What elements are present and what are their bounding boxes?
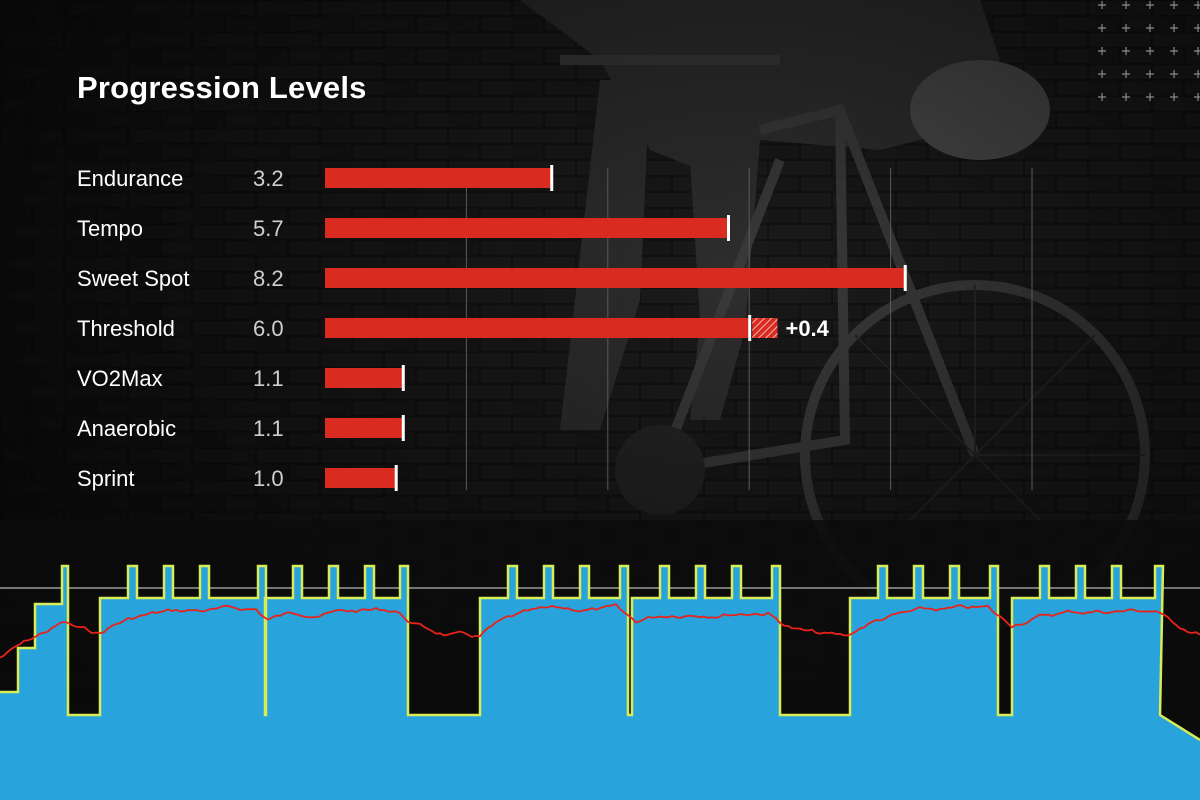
category-label: VO2Max bbox=[77, 366, 163, 391]
plus-mark bbox=[1170, 93, 1178, 101]
value-label: 5.7 bbox=[253, 216, 284, 241]
workout-area-fill bbox=[0, 566, 1200, 800]
bar-row: Tempo 5.7 bbox=[77, 215, 730, 241]
bar-end-marker bbox=[903, 265, 907, 291]
plus-mark bbox=[1098, 1, 1106, 9]
category-label: Tempo bbox=[77, 216, 143, 241]
bar-row: Endurance 3.2 bbox=[77, 165, 554, 191]
category-label: Sprint bbox=[77, 466, 134, 491]
plus-mark bbox=[1122, 70, 1130, 78]
plus-mark bbox=[1170, 24, 1178, 32]
plus-mark bbox=[1098, 93, 1106, 101]
target-power-outline bbox=[0, 564, 1200, 742]
plus-mark bbox=[1170, 47, 1178, 55]
plus-mark bbox=[1098, 24, 1106, 32]
bar-row: VO2Max 1.1 bbox=[77, 365, 405, 391]
plus-mark bbox=[1098, 47, 1106, 55]
value-label: 1.1 bbox=[253, 416, 284, 441]
plus-mark bbox=[1194, 47, 1200, 55]
bar bbox=[325, 468, 396, 488]
plus-mark bbox=[1194, 1, 1200, 9]
value-label: 6.0 bbox=[253, 316, 284, 341]
category-label: Sweet Spot bbox=[77, 266, 190, 291]
progression-levels-chart: Endurance 3.2 Tempo 5.7 Sweet Spot 8.2 Thresho… bbox=[77, 165, 1033, 491]
plus-mark bbox=[1098, 70, 1106, 78]
bar-end-marker bbox=[726, 215, 730, 241]
bar-end-marker bbox=[550, 165, 554, 191]
value-label: 3.2 bbox=[253, 166, 284, 191]
plus-mark bbox=[1146, 70, 1154, 78]
bar bbox=[325, 268, 905, 288]
category-label: Anaerobic bbox=[77, 416, 176, 441]
plus-mark bbox=[1170, 1, 1178, 9]
bar bbox=[325, 318, 750, 338]
plus-mark bbox=[1146, 24, 1154, 32]
bar bbox=[325, 218, 728, 238]
plus-mark bbox=[1194, 93, 1200, 101]
plus-mark bbox=[1122, 93, 1130, 101]
category-label: Endurance bbox=[77, 166, 183, 191]
plus-mark bbox=[1146, 93, 1154, 101]
bar-row: Threshold 6.0 +0.4 bbox=[77, 315, 830, 341]
plus-mark bbox=[1122, 1, 1130, 9]
value-label: 1.0 bbox=[253, 466, 284, 491]
bar-end-marker bbox=[394, 465, 398, 491]
category-label: Threshold bbox=[77, 316, 175, 341]
value-label: 8.2 bbox=[253, 266, 284, 291]
plus-mark bbox=[1194, 24, 1200, 32]
bar-row: Sweet Spot 8.2 bbox=[77, 265, 907, 291]
bar bbox=[325, 368, 403, 388]
increment-bar bbox=[752, 318, 778, 338]
bar-row: Anaerobic 1.1 bbox=[77, 415, 405, 441]
plus-mark bbox=[1146, 47, 1154, 55]
actual-power-trace bbox=[0, 603, 1200, 659]
plus-mark bbox=[1170, 70, 1178, 78]
plus-mark bbox=[1122, 47, 1130, 55]
plus-mark bbox=[1194, 70, 1200, 78]
bar-end-marker bbox=[401, 365, 405, 391]
bar-end-marker bbox=[401, 415, 405, 441]
plus-mark bbox=[1122, 24, 1130, 32]
bar bbox=[325, 418, 403, 438]
bar-rows: Endurance 3.2 Tempo 5.7 Sweet Spot 8.2 Thresho… bbox=[77, 165, 907, 491]
bar-row: Sprint 1.0 bbox=[77, 465, 398, 491]
chart-title: Progression Levels bbox=[77, 70, 367, 105]
increment-label: +0.4 bbox=[785, 316, 829, 341]
bar bbox=[325, 168, 552, 188]
plus-mark bbox=[1146, 1, 1154, 9]
value-label: 1.1 bbox=[253, 366, 284, 391]
bar-end-marker bbox=[748, 315, 752, 341]
